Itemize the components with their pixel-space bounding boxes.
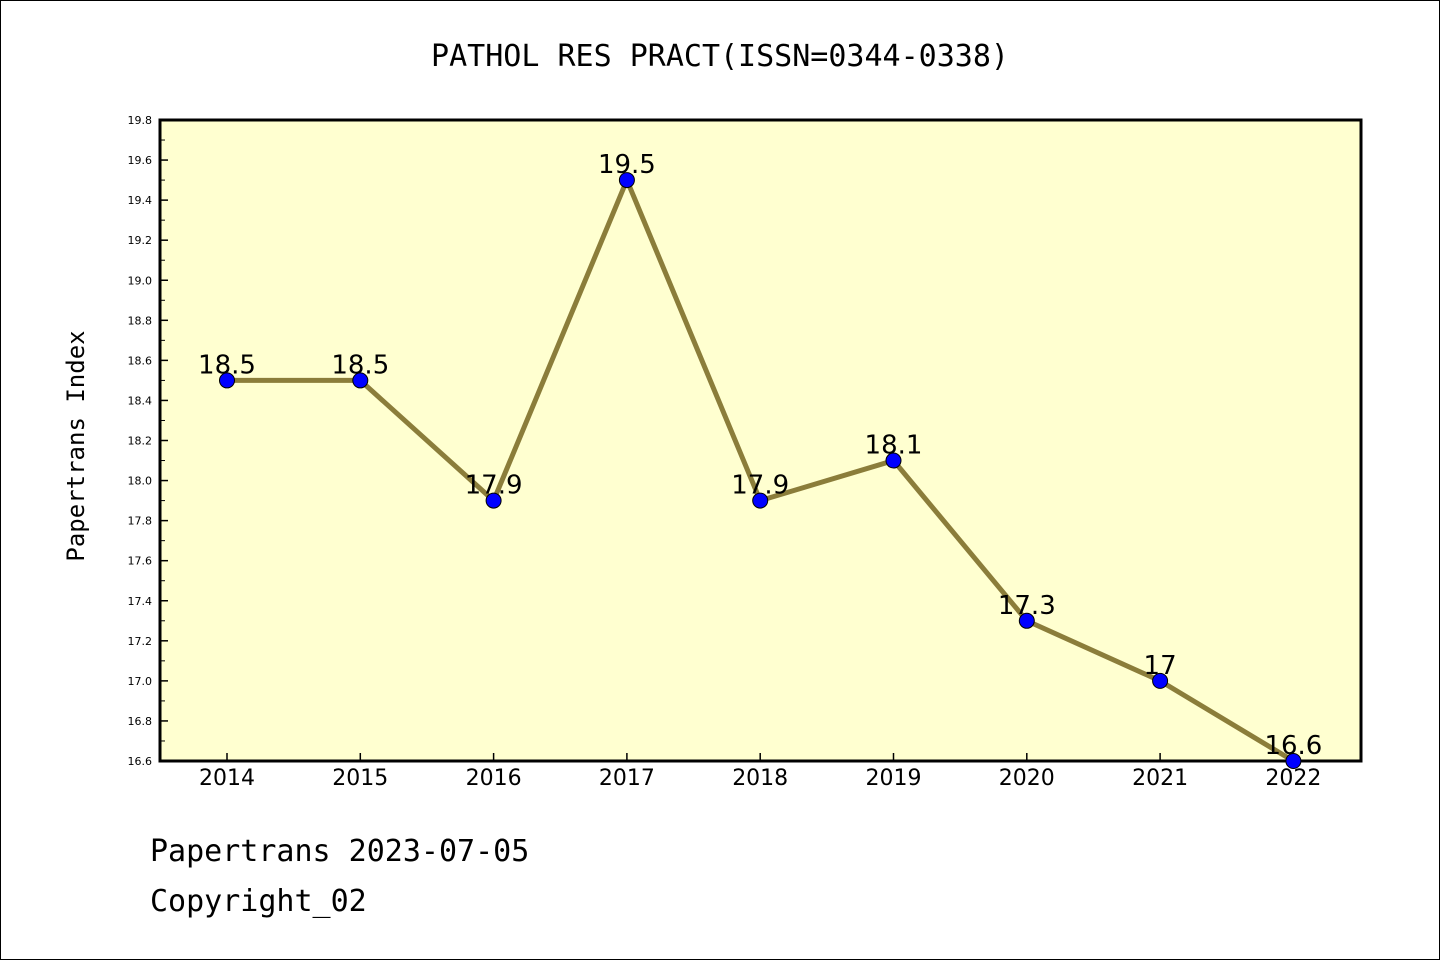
data-label: 17 [1144, 651, 1177, 681]
data-point [752, 492, 769, 509]
y-tick-label: 17.4 [128, 595, 153, 608]
data-label: 19.5 [598, 150, 656, 180]
data-point [618, 172, 635, 189]
data-point [1018, 612, 1035, 629]
y-axis-label: Papertrans Index [62, 330, 90, 561]
y-tick-label: 19.6 [128, 154, 153, 167]
y-tick-label: 19.4 [128, 194, 153, 207]
x-tick-label: 2015 [332, 766, 388, 791]
x-tick-label: 2019 [866, 766, 922, 791]
data-point [219, 372, 235, 389]
data-label: 17.9 [465, 471, 523, 501]
data-label: 16.6 [1264, 731, 1322, 761]
y-tick-label: 19.2 [128, 234, 153, 247]
y-tick-label: 17.8 [128, 515, 153, 528]
y-tick-label: 17.6 [128, 555, 153, 568]
data-point [885, 452, 902, 469]
x-tick-label: 2021 [1132, 766, 1188, 791]
data-point [1285, 753, 1302, 769]
y-tick-label: 17.2 [128, 635, 153, 648]
x-tick-label: 2016 [466, 766, 522, 791]
data-label: 18.1 [865, 431, 923, 461]
chart-title: PATHOL RES PRACT(ISSN=0344-0338) [431, 39, 1009, 74]
x-tick-label: 2018 [732, 766, 788, 791]
x-tick-label: 2014 [199, 766, 255, 791]
x-axis-ticks: 2014 2015 2016 2017 2018 2019 2020 2021 2022 [199, 753, 1321, 791]
data-point [352, 372, 369, 389]
y-tick-label: 17.0 [128, 675, 153, 688]
data-labels: 18.5 18.5 17.9 19.5 17.9 18.1 17.3 17 16.6 [198, 150, 1322, 761]
y-tick-label: 18.0 [128, 475, 153, 488]
data-point [485, 492, 502, 509]
data-label: 17.9 [731, 471, 789, 501]
plot-area [158, 118, 1363, 763]
data-label: 17.3 [998, 591, 1056, 621]
y-tick-label: 18.6 [128, 354, 153, 367]
y-tick-label: 16.6 [128, 755, 153, 768]
x-tick-label: 2020 [999, 766, 1055, 791]
y-tick-label: 19.8 [128, 114, 153, 127]
footer-date: Papertrans 2023-07-05 [150, 834, 530, 869]
y-axis-ticks: 16.6 16.8 17.0 17.2 17.4 17.6 17.8 18.0 18.2 18.4… [128, 114, 168, 768]
footer-copyright: Copyright_02 [150, 884, 367, 919]
y-tick-label: 18.4 [128, 394, 153, 407]
data-point [1152, 672, 1169, 689]
y-tick-label: 18.8 [128, 314, 153, 327]
data-points [219, 172, 1302, 769]
data-label: 18.5 [331, 350, 389, 380]
x-tick-label: 2017 [599, 766, 655, 791]
y-tick-label: 18.2 [128, 435, 153, 448]
y-tick-label: 19.0 [128, 274, 153, 287]
x-tick-label: 2022 [1265, 766, 1321, 791]
data-label: 18.5 [198, 350, 256, 380]
y-tick-label: 16.8 [128, 715, 153, 728]
